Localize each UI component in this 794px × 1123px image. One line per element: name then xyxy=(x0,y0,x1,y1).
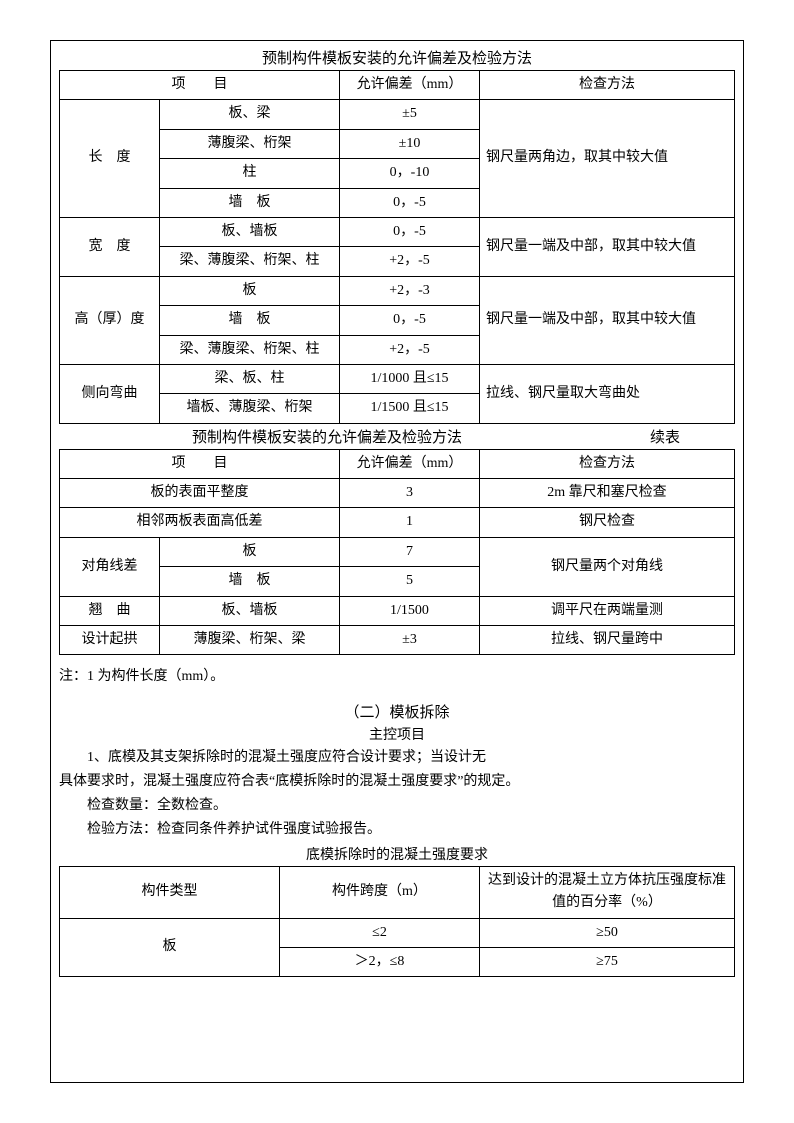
table3: 构件类型 构件跨度（m） 达到设计的混凝土立方体抗压强度标准值的百分率（%） 板… xyxy=(59,866,735,978)
table-row: 高（厚）度 板 +2，-3 钢尺量一端及中部，取其中较大值 xyxy=(60,276,735,305)
cell-group: 板 xyxy=(60,918,280,977)
section2-sub: 主控项目 xyxy=(59,724,735,744)
cell-dev: 1/1000 且≤15 xyxy=(340,364,480,393)
cell-dev: 3 xyxy=(340,479,480,508)
cell-item: 相邻两板表面高低差 xyxy=(60,508,340,537)
cell-chk: 钢尺量两个对角线 xyxy=(480,537,735,596)
cell-dev: 0，-10 xyxy=(340,159,480,188)
cell-pct: ≥75 xyxy=(480,948,735,977)
cell-sub: 板、墙板 xyxy=(160,596,340,625)
th-c3: 达到设计的混凝土立方体抗压强度标准值的百分率（%） xyxy=(480,866,735,918)
cell-dev: 1 xyxy=(340,508,480,537)
cell-sub: 梁、薄腹梁、桁架、柱 xyxy=(160,247,340,276)
cell-item: 板的表面平整度 xyxy=(60,479,340,508)
cell-dev: +2，-5 xyxy=(340,335,480,364)
table2-title: 预制构件模板安装的允许偏差及检验方法 xyxy=(59,426,595,447)
cell-group: 翘 曲 xyxy=(60,596,160,625)
section2-heading: （二）模板拆除 xyxy=(59,701,735,722)
table2-title-row: 预制构件模板安装的允许偏差及检验方法 续表 xyxy=(59,426,735,447)
table2-cont: 续表 xyxy=(595,426,735,447)
cell-dev: 7 xyxy=(340,537,480,566)
cell-group: 高（厚）度 xyxy=(60,276,160,364)
cell-sub: 板 xyxy=(160,537,340,566)
table-row: 项 目 允许偏差（mm） 检查方法 xyxy=(60,71,735,100)
table-row: 板的表面平整度 3 2m 靠尺和塞尺检查 xyxy=(60,479,735,508)
cell-sub: 墙 板 xyxy=(160,567,340,596)
section2-p3: 检验方法：检查同条件养护试件强度试验报告。 xyxy=(59,818,735,842)
cell-dev: ±3 xyxy=(340,626,480,655)
page-border: 预制构件模板安装的允许偏差及检验方法 项 目 允许偏差（mm） 检查方法 长 度… xyxy=(50,40,744,1083)
table-row: 构件类型 构件跨度（m） 达到设计的混凝土立方体抗压强度标准值的百分率（%） xyxy=(60,866,735,918)
cell-sub: 墙 板 xyxy=(160,188,340,217)
table-row: 翘 曲 板、墙板 1/1500 调平尺在两端量测 xyxy=(60,596,735,625)
cell-sub: 梁、薄腹梁、桁架、柱 xyxy=(160,335,340,364)
cell-dev: 5 xyxy=(340,567,480,596)
th-dev: 允许偏差（mm） xyxy=(340,449,480,478)
th-c1: 构件类型 xyxy=(60,866,280,918)
cell-sub: 墙板、薄腹梁、桁架 xyxy=(160,394,340,423)
cell-dev: 1/1500 xyxy=(340,596,480,625)
table-row: 板 ≤2 ≥50 xyxy=(60,918,735,947)
section2-p1a: 1、底模及其支架拆除时的混凝土强度应符合设计要求；当设计无 xyxy=(59,746,735,770)
section2-p1b: 具体要求时，混凝土强度应符合表“底模拆除时的混凝土强度要求”的规定。 xyxy=(59,770,735,794)
table1: 项 目 允许偏差（mm） 检查方法 长 度 板、梁 ±5 钢尺量两角边，取其中较… xyxy=(59,70,735,424)
cell-dev: 0，-5 xyxy=(340,188,480,217)
cell-chk: 钢尺量一端及中部，取其中较大值 xyxy=(480,276,735,364)
cell-group: 对角线差 xyxy=(60,537,160,596)
cell-chk: 钢尺检查 xyxy=(480,508,735,537)
th-item: 项 目 xyxy=(60,449,340,478)
cell-chk: 调平尺在两端量测 xyxy=(480,596,735,625)
table-row: 对角线差 板 7 钢尺量两个对角线 xyxy=(60,537,735,566)
table-row: 宽 度 板、墙板 0，-5 钢尺量一端及中部，取其中较大值 xyxy=(60,217,735,246)
cell-dev: ±10 xyxy=(340,129,480,158)
cell-chk: 拉线、钢尺量取大弯曲处 xyxy=(480,364,735,423)
cell-sub: 板、梁 xyxy=(160,100,340,129)
cell-dev: +2，-5 xyxy=(340,247,480,276)
cell-dev: 0，-5 xyxy=(340,306,480,335)
cell-chk: 2m 靠尺和塞尺检查 xyxy=(480,479,735,508)
cell-sub: 柱 xyxy=(160,159,340,188)
cell-sub: 板 xyxy=(160,276,340,305)
table-row: 相邻两板表面高低差 1 钢尺检查 xyxy=(60,508,735,537)
note: 注：1 为构件长度（mm）。 xyxy=(59,665,735,685)
cell-chk: 钢尺量两角边，取其中较大值 xyxy=(480,100,735,218)
cell-group: 设计起拱 xyxy=(60,626,160,655)
cell-chk: 拉线、钢尺量跨中 xyxy=(480,626,735,655)
cell-dev: 0，-5 xyxy=(340,217,480,246)
cell-group: 宽 度 xyxy=(60,217,160,276)
cell-dev: 1/1500 且≤15 xyxy=(340,394,480,423)
cell-sub: 墙 板 xyxy=(160,306,340,335)
th-chk: 检查方法 xyxy=(480,71,735,100)
cell-span: ＞2，≤8 xyxy=(280,948,480,977)
table-row: 项 目 允许偏差（mm） 检查方法 xyxy=(60,449,735,478)
cell-dev: ±5 xyxy=(340,100,480,129)
cell-sub: 薄腹梁、桁架、梁 xyxy=(160,626,340,655)
cell-pct: ≥50 xyxy=(480,918,735,947)
table-row: 长 度 板、梁 ±5 钢尺量两角边，取其中较大值 xyxy=(60,100,735,129)
table-row: 设计起拱 薄腹梁、桁架、梁 ±3 拉线、钢尺量跨中 xyxy=(60,626,735,655)
cell-chk: 钢尺量一端及中部，取其中较大值 xyxy=(480,217,735,276)
th-chk: 检查方法 xyxy=(480,449,735,478)
th-c2: 构件跨度（m） xyxy=(280,866,480,918)
cell-group: 长 度 xyxy=(60,100,160,218)
table3-title: 底模拆除时的混凝土强度要求 xyxy=(59,844,735,864)
table2: 项 目 允许偏差（mm） 检查方法 板的表面平整度 3 2m 靠尺和塞尺检查 相… xyxy=(59,449,735,656)
cell-span: ≤2 xyxy=(280,918,480,947)
table1-title: 预制构件模板安装的允许偏差及检验方法 xyxy=(59,47,735,68)
section2-p2: 检查数量：全数检查。 xyxy=(59,794,735,818)
table-row: 侧向弯曲 梁、板、柱 1/1000 且≤15 拉线、钢尺量取大弯曲处 xyxy=(60,364,735,393)
cell-sub: 薄腹梁、桁架 xyxy=(160,129,340,158)
cell-dev: +2，-3 xyxy=(340,276,480,305)
cell-sub: 板、墙板 xyxy=(160,217,340,246)
cell-sub: 梁、板、柱 xyxy=(160,364,340,393)
cell-group: 侧向弯曲 xyxy=(60,364,160,423)
th-item: 项 目 xyxy=(60,71,340,100)
th-dev: 允许偏差（mm） xyxy=(340,71,480,100)
